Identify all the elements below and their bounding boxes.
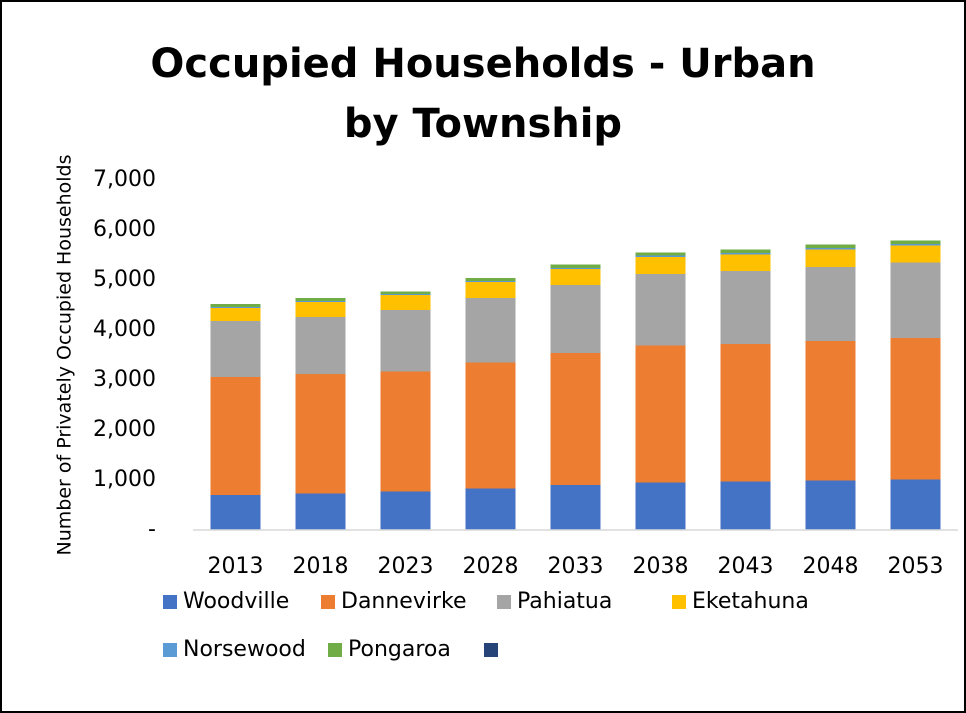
- legend-label: Woodville: [183, 589, 289, 614]
- x-tick-label: 2023: [378, 554, 434, 579]
- legend-label: Dannevirke: [341, 589, 467, 614]
- x-tick-label: 2043: [718, 554, 774, 579]
- x-tick-label: 2048: [803, 554, 859, 579]
- bar-segment: [465, 488, 516, 530]
- bar-segment: [210, 308, 261, 321]
- bar-segment: [465, 298, 516, 363]
- y-tick-label: -: [148, 517, 156, 542]
- x-tick-label: 2013: [208, 554, 264, 579]
- bar-segment: [210, 321, 261, 377]
- bar-segment: [890, 244, 941, 246]
- bar-segment: [465, 281, 516, 282]
- bar-segment: [295, 302, 346, 317]
- bar-segment: [550, 285, 601, 353]
- bar-segment: [805, 248, 856, 250]
- bar-segment: [295, 317, 346, 374]
- bar-segment: [720, 254, 771, 271]
- x-tick-label: 2053: [888, 554, 944, 579]
- bar-segment: [635, 482, 686, 530]
- bar-segment: [550, 485, 601, 530]
- legend-swatch: [321, 595, 335, 609]
- bar-segment: [380, 294, 431, 295]
- bar-segment: [550, 269, 601, 285]
- bar-segment: [465, 362, 516, 489]
- bar-segment: [210, 307, 261, 308]
- x-tick-label: 2018: [293, 554, 349, 579]
- x-tick-label: 2033: [548, 554, 604, 579]
- x-tick-label: 2028: [463, 554, 519, 579]
- bar-segment: [890, 245, 941, 263]
- bar-segment: [720, 344, 771, 482]
- bar-segment: [890, 240, 941, 244]
- bar-segment: [635, 255, 686, 257]
- bar-segment: [635, 345, 686, 483]
- bar-segment: [295, 301, 346, 302]
- bar-segment: [805, 341, 856, 481]
- bar-segment: [635, 257, 686, 274]
- legend-label: Pahiatua: [517, 589, 612, 614]
- y-tick-label: 4,000: [93, 317, 156, 342]
- legend-swatch: [484, 643, 498, 657]
- bar-segment: [465, 278, 516, 281]
- bar-segment: [720, 481, 771, 530]
- y-tick-label: 6,000: [93, 217, 156, 242]
- legend-swatch: [497, 595, 511, 609]
- legend-label: Pongaroa: [348, 637, 451, 662]
- bar-segment: [380, 371, 431, 492]
- legend-swatch: [163, 595, 177, 609]
- bar-segment: [295, 493, 346, 530]
- bar-segment: [550, 353, 601, 485]
- bar-segment: [635, 274, 686, 346]
- bar-segment: [805, 480, 856, 530]
- y-tick-label: 2,000: [93, 417, 156, 442]
- bar-segment: [890, 262, 941, 338]
- bar-segment: [890, 338, 941, 480]
- legend-swatch: [328, 643, 342, 657]
- y-axis-label: Number of Privately Occupied Households: [54, 155, 76, 556]
- y-tick-label: 1,000: [93, 467, 156, 492]
- bar-segment: [720, 253, 771, 255]
- bar-segment: [805, 249, 856, 267]
- bar-segment: [635, 252, 686, 256]
- legend-swatch: [163, 643, 177, 657]
- legend-label: Norsewood: [183, 637, 306, 662]
- bar-segment: [550, 268, 601, 269]
- bar-segment: [380, 491, 431, 530]
- bar-segment: [720, 249, 771, 253]
- bar-segment: [210, 377, 261, 495]
- bar-segment: [295, 298, 346, 301]
- chart-title: Occupied Households - Urban by Township: [150, 41, 816, 147]
- bar-segment: [720, 271, 771, 344]
- bar-segment: [380, 291, 431, 294]
- y-tick-label: 3,000: [93, 367, 156, 392]
- bar-segment: [380, 295, 431, 310]
- x-tick-label: 2038: [633, 554, 689, 579]
- legend-label: Eketahuna: [692, 589, 809, 614]
- legend-swatch: [672, 595, 686, 609]
- bar-segment: [210, 304, 261, 307]
- bar-segment: [805, 267, 856, 341]
- bar-segment: [210, 495, 261, 530]
- bar-segment: [805, 244, 856, 248]
- y-tick-label: 5,000: [93, 267, 156, 292]
- bar-segment: [550, 264, 601, 268]
- bar-segment: [465, 282, 516, 298]
- bar-segment: [380, 310, 431, 372]
- y-tick-label: 7,000: [93, 167, 156, 192]
- bar-segment: [890, 479, 941, 530]
- bar-segment: [295, 374, 346, 494]
